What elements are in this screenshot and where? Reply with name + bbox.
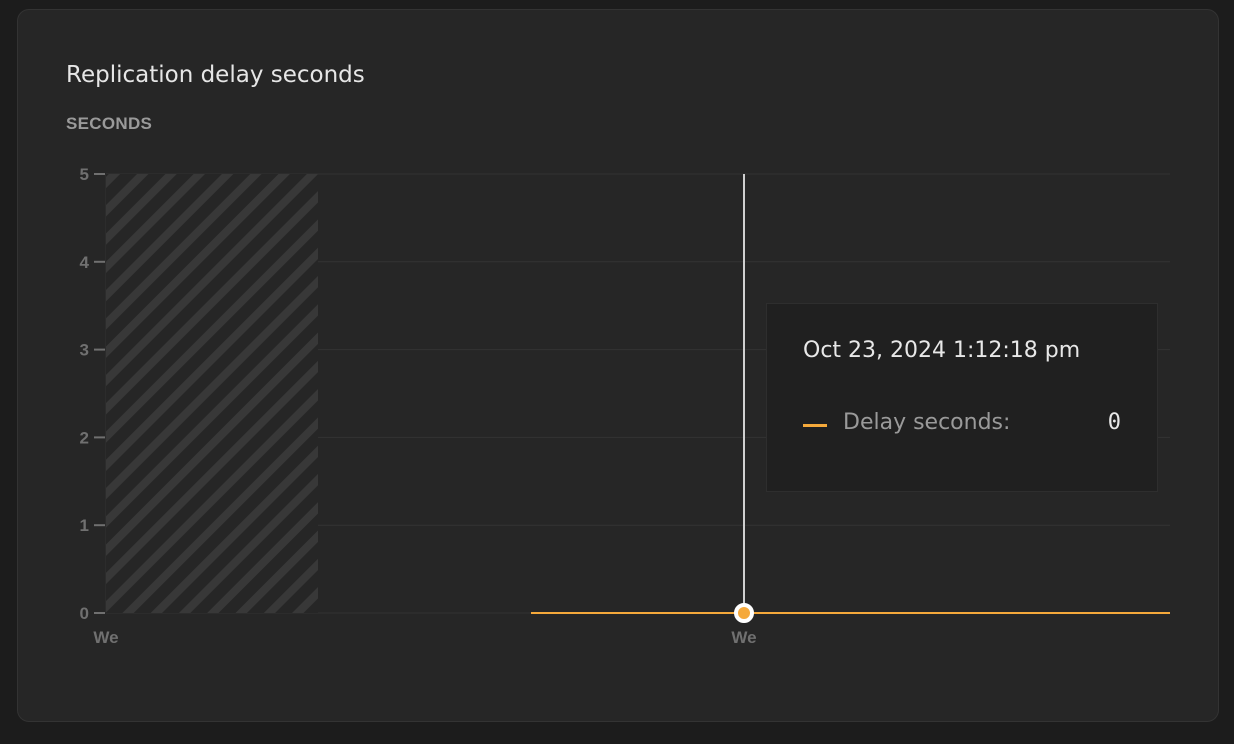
- x-tick-label: We: [93, 628, 118, 647]
- hover-point[interactable]: [734, 603, 754, 623]
- no-data-region: [106, 174, 318, 613]
- y-tick-label: 2: [80, 428, 89, 447]
- y-tick-label: 4: [80, 253, 90, 272]
- chart-title: Replication delay seconds: [66, 62, 365, 88]
- tooltip-value: 0: [1107, 410, 1121, 435]
- series-swatch: [803, 424, 827, 427]
- y-tick-label: 0: [80, 604, 89, 623]
- tooltip-series-label: Delay seconds:: [843, 410, 1011, 435]
- y-tick-label: 1: [80, 516, 89, 535]
- x-tick-label: We: [731, 628, 756, 647]
- y-axis-label: SECONDS: [66, 114, 153, 133]
- tooltip: Oct 23, 2024 1:12:18 pm Delay seconds: 0: [766, 303, 1158, 492]
- y-tick-label: 3: [80, 341, 89, 360]
- tooltip-date: Oct 23, 2024 1:12:18 pm: [803, 338, 1081, 363]
- y-tick-label: 5: [80, 165, 89, 184]
